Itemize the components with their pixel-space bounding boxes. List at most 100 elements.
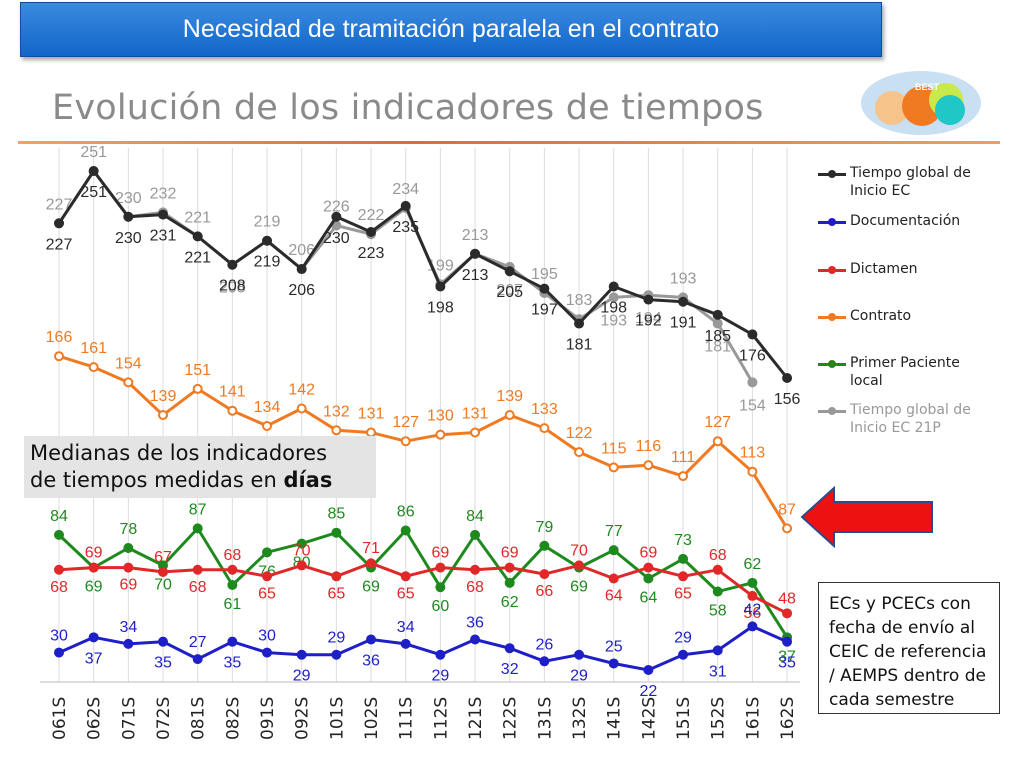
- data-label-primer_paciente: 61: [223, 596, 241, 613]
- data-label-tiempo_global: 230: [115, 230, 142, 247]
- data-label-dictamen: 64: [605, 587, 623, 604]
- data-label-dictamen: 70: [293, 542, 311, 559]
- x-tick-label: 141S: [605, 697, 625, 740]
- legend-label: Tiempo global de Inicio EC: [850, 164, 982, 200]
- data-label-contrato: 142: [288, 382, 315, 399]
- data-label-contrato: 139: [150, 388, 177, 405]
- data-label-tiempo_global_21p: 195: [531, 266, 558, 283]
- data-point-tiempo_global: [88, 166, 99, 176]
- heading-underline: [18, 141, 1000, 144]
- x-tick-label: 132S: [570, 697, 590, 740]
- data-point-dictamen: [574, 560, 585, 571]
- data-point-documentacion: [331, 649, 342, 660]
- data-point-contrato: [88, 362, 99, 373]
- data-label-contrato: 141: [219, 384, 246, 401]
- data-point-dictamen: [123, 562, 134, 573]
- data-label-tiempo_global_21p: 221: [184, 209, 211, 226]
- legend-label: Dictamen: [850, 260, 982, 278]
- data-label-primer_paciente: 84: [50, 508, 68, 525]
- data-label-documentacion: 31: [709, 663, 727, 680]
- x-tick-label: 162S: [778, 697, 798, 740]
- data-label-contrato: 161: [80, 340, 107, 357]
- data-point-contrato: [608, 462, 619, 473]
- data-point-documentacion: [262, 647, 273, 658]
- data-point-documentacion: [296, 649, 307, 660]
- data-point-documentacion: [574, 649, 585, 660]
- data-point-tiempo_global: [400, 200, 411, 211]
- footnote-box: ECs y PCECs con fecha de envío al CEIC d…: [818, 582, 1000, 714]
- data-label-dictamen: 66: [535, 583, 553, 600]
- data-label-tiempo_global_21p: 234: [392, 181, 419, 198]
- data-label-dictamen: 68: [709, 547, 727, 564]
- data-point-documentacion: [712, 645, 723, 656]
- data-point-primer_paciente: [123, 542, 134, 553]
- medianas-line2-bold: días: [283, 468, 333, 492]
- slide-title: Necesidad de tramitación paralela en el …: [182, 15, 720, 43]
- data-label-primer_paciente: 69: [570, 579, 588, 596]
- data-point-dictamen: [400, 571, 411, 582]
- data-point-dictamen: [643, 562, 654, 573]
- x-tick-label: 112S: [431, 697, 451, 740]
- data-point-contrato: [262, 420, 273, 431]
- data-point-contrato: [747, 466, 758, 477]
- legend-label-line: Inicio EC 21P: [850, 420, 941, 436]
- x-tick-label: 152S: [709, 697, 729, 740]
- legend-label: Primer Paciente local: [850, 354, 982, 390]
- data-label-tiempo_global_21p: 183: [566, 292, 593, 309]
- data-label-primer_paciente: 69: [85, 579, 103, 596]
- legend-label-line: Contrato: [850, 308, 912, 324]
- data-label-dictamen: 69: [501, 545, 519, 562]
- legend-label-line: Dictamen: [850, 261, 918, 277]
- data-point-contrato: [435, 429, 446, 440]
- data-label-tiempo_global: 227: [46, 236, 73, 253]
- medianas-line2-text: de tiempos medidas en: [30, 468, 284, 492]
- data-point-documentacion: [782, 636, 793, 647]
- data-point-documentacion: [88, 632, 99, 643]
- data-point-contrato: [643, 460, 654, 471]
- data-point-documentacion: [608, 658, 619, 669]
- data-label-tiempo_global_21p: 207: [496, 282, 523, 299]
- x-tick-label: 151S: [674, 697, 694, 740]
- data-label-primer_paciente: 86: [397, 504, 415, 521]
- data-label-documentacion: 36: [466, 614, 484, 631]
- data-label-contrato: 133: [531, 401, 558, 418]
- data-label-tiempo_global: 221: [184, 249, 211, 266]
- data-point-tiempo_global: [574, 318, 585, 329]
- legend-item-tiempo_global_21p: Tiempo global de Inicio EC 21P: [818, 401, 982, 437]
- data-point-dictamen: [296, 560, 307, 571]
- data-point-tiempo_global: [296, 264, 307, 275]
- series-line-contrato: [58, 354, 789, 530]
- data-point-contrato: [400, 436, 411, 447]
- data-label-documentacion: 36: [362, 652, 380, 669]
- data-label-dictamen: 71: [362, 540, 380, 557]
- slide-title-banner: Necesidad de tramitación paralela en el …: [20, 2, 882, 57]
- data-point-tiempo_global: [643, 294, 654, 305]
- data-point-documentacion: [400, 638, 411, 649]
- data-point-contrato: [123, 377, 134, 388]
- data-point-tiempo_global: [366, 227, 377, 238]
- data-point-tiempo_global: [747, 329, 758, 340]
- data-label-documentacion: 29: [674, 630, 692, 647]
- data-label-documentacion: 35: [778, 655, 796, 672]
- data-point-contrato: [227, 405, 238, 416]
- data-point-contrato: [54, 351, 64, 362]
- data-point-dictamen: [366, 558, 377, 569]
- data-label-tiempo_global_21p: 154: [739, 397, 766, 414]
- data-label-tiempo_global: 230: [323, 230, 350, 247]
- data-label-tiempo_global_21p: 213: [462, 227, 489, 244]
- data-label-contrato: 113: [740, 445, 766, 462]
- data-label-primer_paciente: 79: [535, 519, 553, 536]
- data-label-dictamen: 69: [639, 545, 657, 562]
- data-point-documentacion: [435, 649, 446, 660]
- data-label-contrato: 131: [358, 405, 385, 422]
- data-point-tiempo_global: [331, 211, 342, 222]
- data-label-contrato: 139: [496, 388, 523, 405]
- data-label-documentacion: 22: [639, 683, 657, 700]
- data-point-contrato: [782, 523, 793, 534]
- data-label-documentacion: 35: [223, 655, 241, 672]
- data-label-contrato: 116: [636, 438, 662, 455]
- data-label-tiempo_global: 251: [80, 184, 107, 201]
- data-point-dictamen: [782, 608, 793, 619]
- data-label-primer_paciente: 87: [189, 501, 207, 518]
- data-point-tiempo_global: [435, 281, 446, 292]
